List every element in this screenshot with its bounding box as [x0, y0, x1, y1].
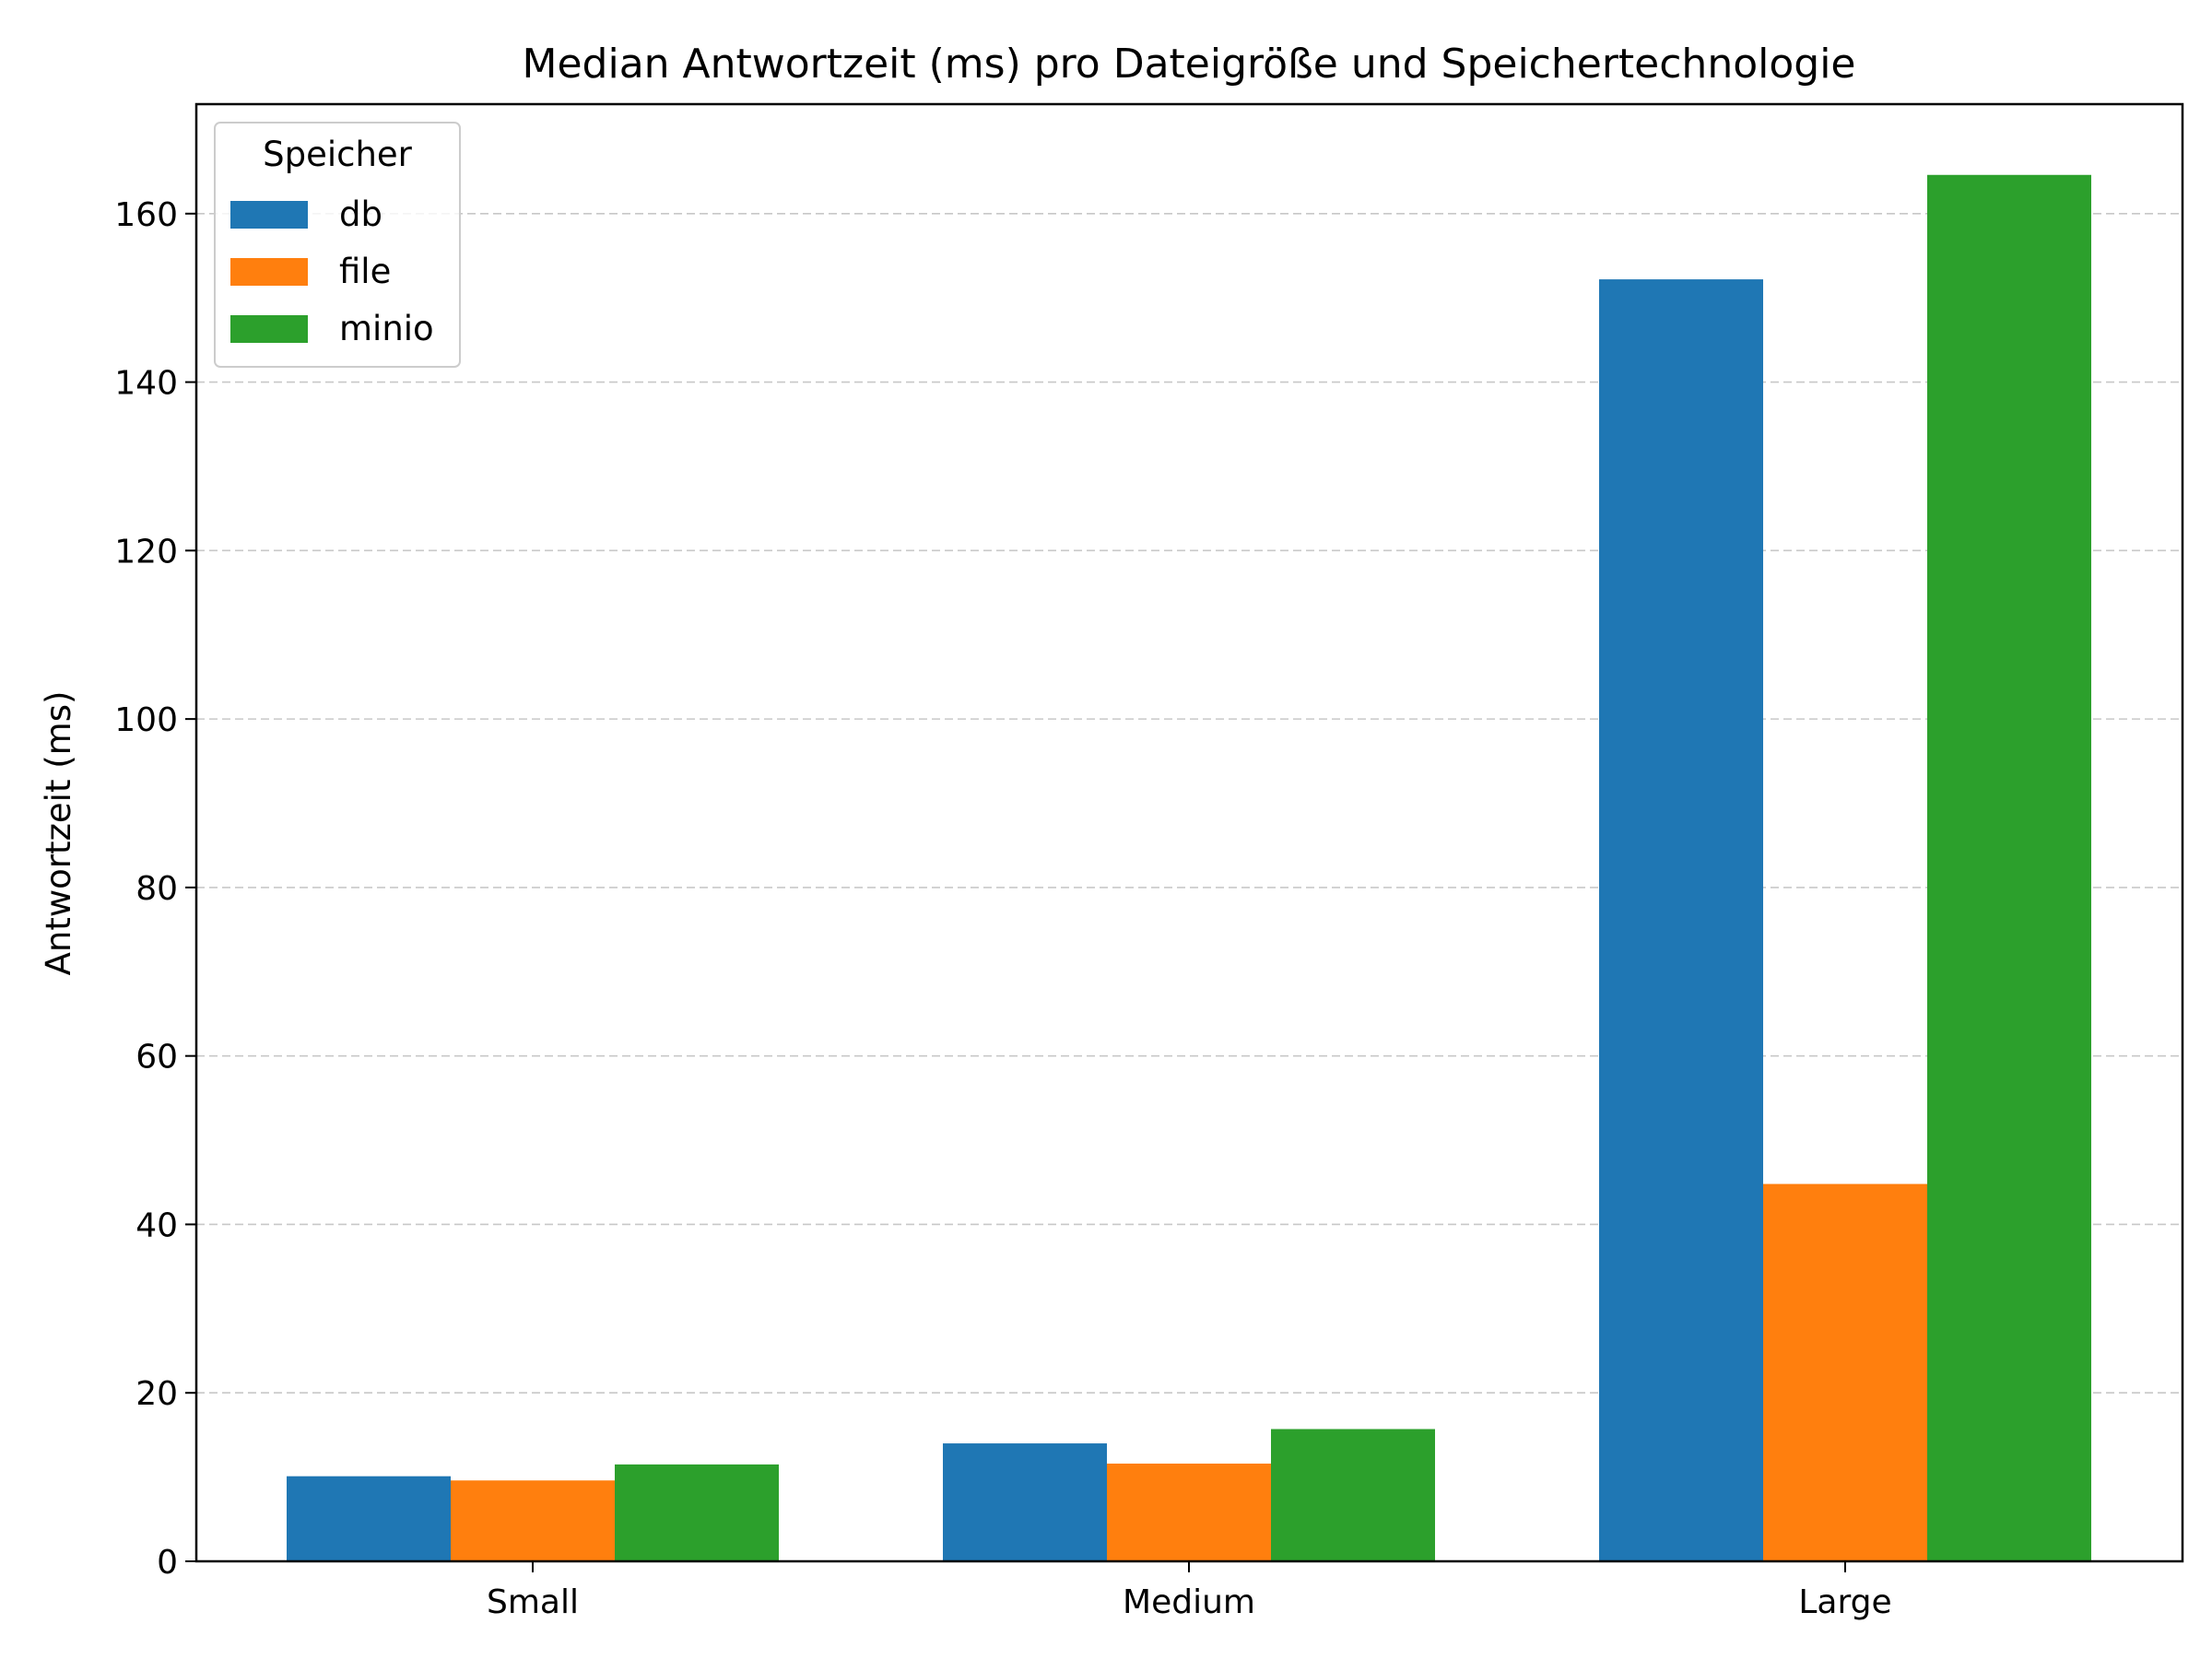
y-tick-label: 100	[114, 701, 178, 739]
bars	[287, 174, 2091, 1561]
legend-swatch-db	[230, 201, 308, 229]
y-tick-label: 60	[135, 1039, 178, 1077]
legend-label-minio: minio	[339, 309, 434, 348]
x-axis: Small Medium Large	[487, 1561, 1892, 1621]
y-tick-label: 20	[135, 1375, 178, 1413]
y-tick-label: 120	[114, 533, 178, 571]
x-tick-label: Medium	[1123, 1583, 1255, 1621]
y-tick-label: 0	[157, 1544, 178, 1582]
legend-frame	[214, 122, 461, 368]
y-tick-label: 40	[135, 1206, 178, 1244]
bar-minio-small	[615, 1464, 779, 1561]
legend-label-file: file	[339, 252, 391, 291]
y-tick-label: 80	[135, 870, 178, 908]
bar-db-large	[1599, 279, 1763, 1561]
bar-minio-medium	[1271, 1429, 1435, 1561]
x-tick-label: Large	[1798, 1583, 1891, 1621]
bar-minio-large	[1927, 174, 2091, 1561]
legend-swatch-file	[230, 258, 308, 286]
legend-label-db: db	[339, 194, 382, 234]
bar-db-medium	[943, 1443, 1107, 1561]
y-axis-label: Antwortzeit (ms)	[39, 691, 78, 976]
y-tick-label: 160	[114, 196, 178, 234]
y-tick-label: 140	[114, 365, 178, 403]
legend-swatch-minio	[230, 315, 308, 343]
legend: Speicher db file minio	[214, 122, 461, 368]
chart-title: Median Antwortzeit (ms) pro Dateigröße u…	[523, 41, 1856, 88]
y-axis: 0 20 40 60 80 100 120 140 160	[114, 196, 196, 1582]
bar-file-medium	[1107, 1463, 1271, 1561]
bar-db-small	[287, 1476, 451, 1561]
bar-file-small	[451, 1480, 615, 1561]
x-tick-label: Small	[487, 1583, 579, 1621]
legend-title: Speicher	[263, 135, 413, 174]
bar-file-large	[1763, 1183, 1927, 1561]
